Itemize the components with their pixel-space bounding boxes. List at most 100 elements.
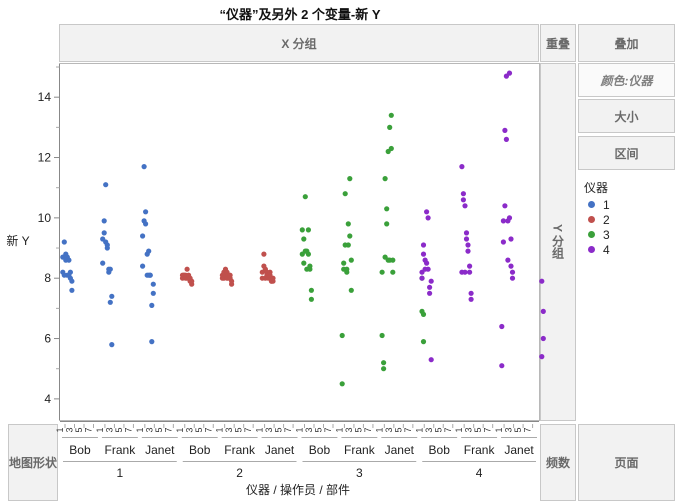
data-point [503,136,509,142]
data-point [66,272,72,278]
y-group-zone[interactable]: Y 分组 [540,63,576,421]
data-point [390,257,396,263]
interval-button-label: 区间 [614,146,639,161]
data-point [63,251,69,257]
data-point [67,269,73,275]
data-point [419,275,425,281]
interval-button[interactable]: 区间 [578,136,675,170]
data-point [259,269,265,275]
data-point [229,278,235,284]
part-tick-label: 5 [154,427,164,432]
data-point [140,233,146,239]
legend-title: 仪器 [584,181,609,195]
map-shape-zone[interactable]: 地图形状 [8,424,58,501]
data-point [505,218,511,224]
part-tick-label: 1 [95,427,105,432]
data-point [66,257,72,263]
legend: 仪器 1 2 3 4 [584,180,610,257]
data-point [379,332,385,339]
data-point [270,275,276,281]
operator-label: Janet [504,443,534,457]
data-point [184,266,190,272]
page-label: 页面 [614,456,639,470]
data-point [264,269,270,275]
y-tick-label: 14 [38,90,52,104]
part-tick-label: 3 [384,427,394,432]
data-point [419,275,425,281]
data-point [307,263,313,269]
part-tick-label: 5 [274,428,284,433]
plot-frame [59,63,540,421]
data-point [262,275,268,281]
data-point [428,278,434,284]
data-point [503,73,509,79]
x-group-label: X 分组 [281,36,317,51]
data-point [499,363,505,369]
y-tick-label: 10 [38,211,52,225]
data-point [388,145,394,152]
data-point [187,275,193,281]
data-point [424,260,430,266]
data-point [186,275,192,281]
part-tick-label: 5 [74,427,84,432]
data-point [468,290,474,296]
data-point [107,299,113,305]
legend-item-1[interactable]: 1 [584,197,610,212]
data-point [509,275,516,281]
data-point [304,248,310,254]
color-button[interactable]: 颜色:仪器 [578,63,675,97]
data-point [506,70,513,76]
page-zone[interactable]: 页面 [578,424,675,501]
part-tick-label: 3 [504,428,514,433]
legend-item-3[interactable]: 3 [584,227,610,242]
legend-label-1: 1 [603,197,610,212]
freq-label: 频数 [545,456,570,470]
data-point [347,233,353,239]
data-point [387,124,393,130]
x-axis-label: 仪器 / 操作员 / 部件 [246,482,350,497]
legend-item-2[interactable]: 2 [584,212,610,227]
data-point [308,287,314,293]
data-point [308,296,314,302]
data-point [502,203,508,209]
part-tick-label: 3 [224,428,234,433]
size-button[interactable]: 大小 [578,99,675,133]
data-point [508,236,514,242]
freq-zone[interactable]: 频数 [540,424,576,501]
data-point [502,127,508,133]
overlay-button[interactable]: 叠加 [578,24,675,62]
data-point [150,290,156,296]
data-point [261,251,267,257]
part-tick-label: 1 [374,427,384,432]
data-point [299,251,305,257]
part-tick-label: 1 [215,428,225,433]
data-point [259,275,265,281]
data-point [69,278,75,284]
data-point [463,236,470,242]
x-group-zone[interactable]: X 分组 [59,24,539,62]
data-point [219,272,225,278]
data-point [149,302,155,308]
data-point [144,251,150,257]
data-point [388,112,394,118]
legend-item-4[interactable]: 4 [584,242,610,257]
instrument-label: 3 [356,466,363,480]
part-tick-label: 7 [363,427,373,432]
legend-label-4: 4 [603,242,610,257]
data-point [101,230,107,236]
data-point [221,275,227,281]
data-point [301,260,307,266]
data-point [385,148,391,155]
part-tick-label: 7 [483,428,493,433]
data-point [149,339,155,345]
overlap-zone[interactable]: 重叠 [540,24,576,62]
data-point [505,257,511,263]
operator-label: Bob [69,443,91,457]
data-point [268,278,275,284]
data-point [60,269,66,275]
data-point [64,254,70,260]
data-point [500,218,506,224]
data-point [381,366,387,372]
data-point [147,272,153,278]
